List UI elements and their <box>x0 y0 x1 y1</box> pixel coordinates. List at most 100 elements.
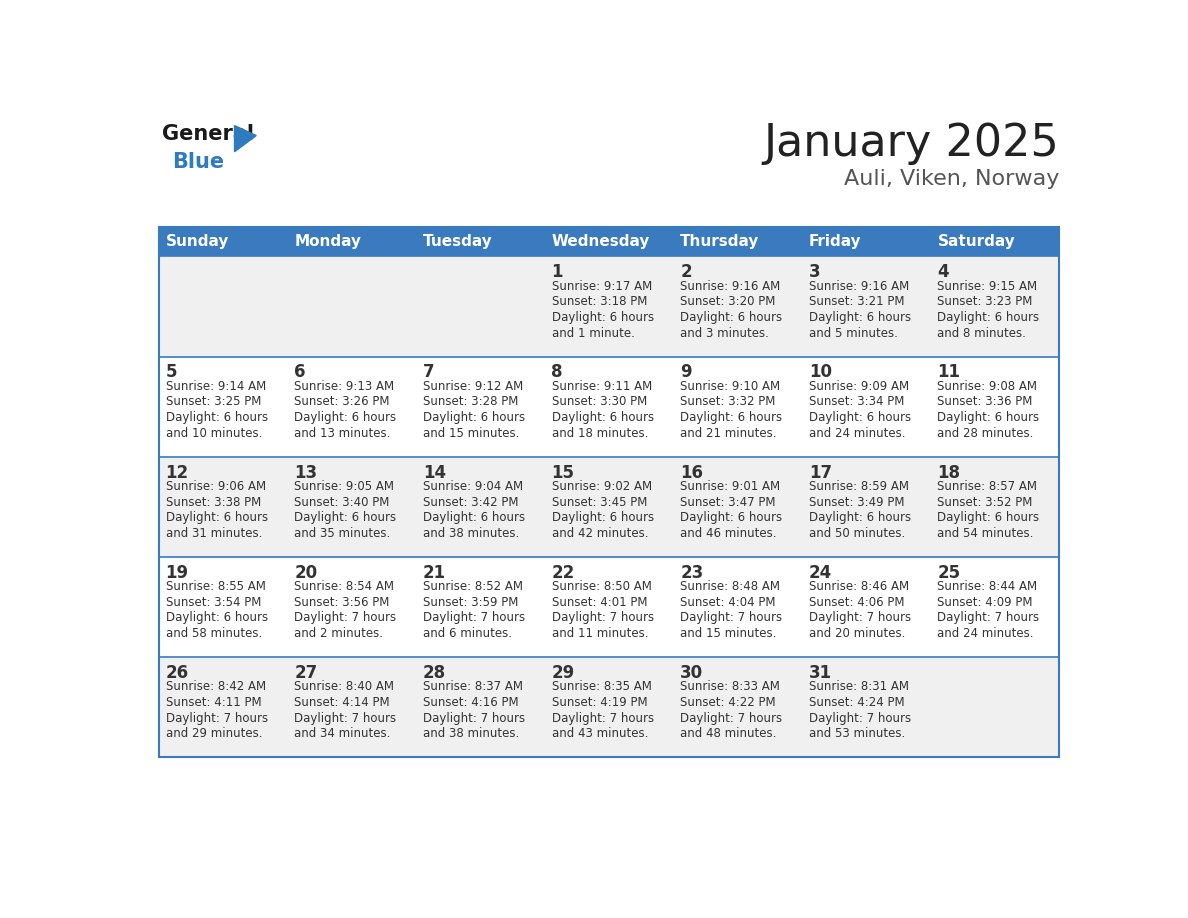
Text: and 43 minutes.: and 43 minutes. <box>551 727 647 740</box>
Bar <box>802 256 930 356</box>
Text: Sunset: 3:28 PM: Sunset: 3:28 PM <box>423 396 518 409</box>
Text: 6: 6 <box>295 364 305 382</box>
Bar <box>674 456 802 556</box>
Text: Sunset: 3:32 PM: Sunset: 3:32 PM <box>681 396 776 409</box>
Text: Sunset: 4:22 PM: Sunset: 4:22 PM <box>681 696 776 709</box>
Bar <box>802 456 930 556</box>
Text: Sunrise: 9:16 AM: Sunrise: 9:16 AM <box>681 280 781 293</box>
Text: General: General <box>163 124 254 144</box>
Text: 9: 9 <box>681 364 691 382</box>
Text: Sunset: 4:11 PM: Sunset: 4:11 PM <box>165 696 261 709</box>
Text: Sunset: 4:09 PM: Sunset: 4:09 PM <box>937 596 1032 609</box>
Text: Sunset: 3:18 PM: Sunset: 3:18 PM <box>551 296 647 308</box>
Text: Daylight: 6 hours: Daylight: 6 hours <box>681 311 782 324</box>
Text: 30: 30 <box>681 664 703 682</box>
Text: Sunrise: 9:02 AM: Sunrise: 9:02 AM <box>551 480 652 493</box>
Bar <box>158 456 287 556</box>
Text: and 34 minutes.: and 34 minutes. <box>295 727 391 740</box>
Bar <box>544 256 674 356</box>
Text: and 10 minutes.: and 10 minutes. <box>165 427 261 440</box>
Text: Sunrise: 8:46 AM: Sunrise: 8:46 AM <box>809 580 909 593</box>
Text: Auli, Viken, Norway: Auli, Viken, Norway <box>843 170 1060 189</box>
Text: and 11 minutes.: and 11 minutes. <box>551 627 647 640</box>
Bar <box>416 657 544 757</box>
Text: Sunrise: 8:40 AM: Sunrise: 8:40 AM <box>295 680 394 693</box>
Text: Sunset: 3:21 PM: Sunset: 3:21 PM <box>809 296 904 308</box>
Text: Daylight: 7 hours: Daylight: 7 hours <box>295 611 397 624</box>
Bar <box>287 556 416 657</box>
Text: Daylight: 6 hours: Daylight: 6 hours <box>551 411 653 424</box>
Text: Daylight: 7 hours: Daylight: 7 hours <box>551 611 653 624</box>
Text: and 1 minute.: and 1 minute. <box>551 327 634 340</box>
Text: Blue: Blue <box>172 151 223 172</box>
Bar <box>802 657 930 757</box>
Polygon shape <box>234 126 257 151</box>
Bar <box>674 227 802 256</box>
Text: 29: 29 <box>551 664 575 682</box>
Text: Sunrise: 8:37 AM: Sunrise: 8:37 AM <box>423 680 523 693</box>
Bar <box>158 256 287 356</box>
Text: 15: 15 <box>551 464 575 482</box>
Bar <box>158 356 287 456</box>
Text: Sunset: 3:20 PM: Sunset: 3:20 PM <box>681 296 776 308</box>
Text: Sunset: 3:59 PM: Sunset: 3:59 PM <box>423 596 518 609</box>
Text: 3: 3 <box>809 263 821 282</box>
Text: and 24 minutes.: and 24 minutes. <box>937 627 1034 640</box>
Text: Sunrise: 9:13 AM: Sunrise: 9:13 AM <box>295 380 394 393</box>
Text: Sunrise: 9:15 AM: Sunrise: 9:15 AM <box>937 280 1037 293</box>
Bar <box>416 556 544 657</box>
Text: 19: 19 <box>165 564 189 582</box>
Text: 1: 1 <box>551 263 563 282</box>
Text: Sunrise: 9:01 AM: Sunrise: 9:01 AM <box>681 480 781 493</box>
Text: and 29 minutes.: and 29 minutes. <box>165 727 263 740</box>
Text: Daylight: 6 hours: Daylight: 6 hours <box>937 411 1040 424</box>
Text: 7: 7 <box>423 364 435 382</box>
Text: Sunset: 3:52 PM: Sunset: 3:52 PM <box>937 496 1032 509</box>
Text: Daylight: 6 hours: Daylight: 6 hours <box>423 411 525 424</box>
Bar <box>930 256 1060 356</box>
Text: Daylight: 7 hours: Daylight: 7 hours <box>295 711 397 724</box>
Text: 27: 27 <box>295 664 317 682</box>
Text: Daylight: 6 hours: Daylight: 6 hours <box>681 511 782 524</box>
Bar <box>674 657 802 757</box>
Text: 12: 12 <box>165 464 189 482</box>
Text: 4: 4 <box>937 263 949 282</box>
Text: 21: 21 <box>423 564 446 582</box>
Text: Sunset: 3:47 PM: Sunset: 3:47 PM <box>681 496 776 509</box>
Text: and 20 minutes.: and 20 minutes. <box>809 627 905 640</box>
Text: and 28 minutes.: and 28 minutes. <box>937 427 1034 440</box>
Text: and 50 minutes.: and 50 minutes. <box>809 527 905 540</box>
Bar <box>416 227 544 256</box>
Bar <box>158 227 1060 757</box>
Text: Daylight: 7 hours: Daylight: 7 hours <box>423 711 525 724</box>
Text: 13: 13 <box>295 464 317 482</box>
Bar <box>416 256 544 356</box>
Bar <box>802 227 930 256</box>
Text: Daylight: 6 hours: Daylight: 6 hours <box>551 311 653 324</box>
Bar <box>674 256 802 356</box>
Text: Sunset: 3:38 PM: Sunset: 3:38 PM <box>165 496 261 509</box>
Text: 14: 14 <box>423 464 446 482</box>
Text: 26: 26 <box>165 664 189 682</box>
Bar <box>674 556 802 657</box>
Text: Sunrise: 9:17 AM: Sunrise: 9:17 AM <box>551 280 652 293</box>
Text: Sunset: 4:19 PM: Sunset: 4:19 PM <box>551 696 647 709</box>
Text: Daylight: 6 hours: Daylight: 6 hours <box>295 411 397 424</box>
Bar <box>802 556 930 657</box>
Text: Sunrise: 9:04 AM: Sunrise: 9:04 AM <box>423 480 523 493</box>
Text: Daylight: 6 hours: Daylight: 6 hours <box>937 311 1040 324</box>
Text: 18: 18 <box>937 464 960 482</box>
Bar <box>287 356 416 456</box>
Bar <box>158 556 287 657</box>
Text: Sunset: 4:14 PM: Sunset: 4:14 PM <box>295 696 390 709</box>
Text: 28: 28 <box>423 664 446 682</box>
Text: 25: 25 <box>937 564 961 582</box>
Text: Sunset: 4:01 PM: Sunset: 4:01 PM <box>551 596 647 609</box>
Text: and 8 minutes.: and 8 minutes. <box>937 327 1026 340</box>
Text: and 2 minutes.: and 2 minutes. <box>295 627 384 640</box>
Text: Daylight: 6 hours: Daylight: 6 hours <box>937 511 1040 524</box>
Text: Daylight: 6 hours: Daylight: 6 hours <box>295 511 397 524</box>
Text: Sunset: 3:26 PM: Sunset: 3:26 PM <box>295 396 390 409</box>
Text: Saturday: Saturday <box>937 234 1016 250</box>
Text: Sunrise: 8:50 AM: Sunrise: 8:50 AM <box>551 580 651 593</box>
